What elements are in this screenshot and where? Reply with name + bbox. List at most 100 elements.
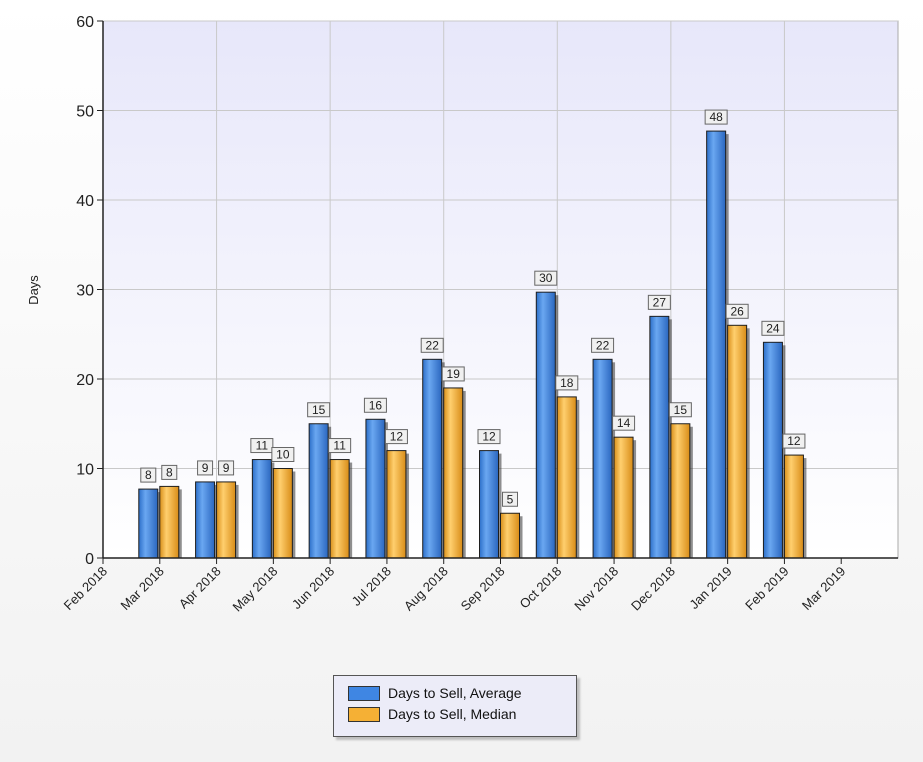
data-label-box <box>591 337 615 353</box>
data-label-box <box>668 402 692 418</box>
data-label: 5 <box>507 492 514 506</box>
data-label-box <box>218 460 235 476</box>
data-label-box <box>761 320 785 336</box>
data-label: 11 <box>333 439 346 453</box>
x-tick-label: Jun 2018 <box>289 564 337 612</box>
x-tick-label: Dec 2018 <box>628 564 678 614</box>
legend-item-average: Days to Sell, Average <box>348 685 522 701</box>
data-label-box <box>502 491 518 507</box>
legend: Days to Sell, Average Days to Sell, Medi… <box>333 675 577 737</box>
data-label-box <box>384 429 408 445</box>
bar-median <box>783 454 804 559</box>
bar-median <box>727 324 748 559</box>
data-label: 15 <box>312 403 326 417</box>
bar-median <box>386 450 407 559</box>
data-label: 9 <box>202 461 209 475</box>
data-label: 12 <box>787 434 801 448</box>
data-label: 14 <box>617 416 631 430</box>
bar-average <box>251 459 272 559</box>
legend-label-median: Days to Sell, Median <box>388 706 517 722</box>
bar-median <box>159 485 180 559</box>
y-tick-label: 20 <box>76 372 94 389</box>
bar-median <box>670 423 691 559</box>
data-label: 10 <box>276 448 290 462</box>
bar-average <box>138 488 159 559</box>
x-tick-label: Feb 2018 <box>61 564 110 613</box>
legend-swatch-average <box>348 685 380 701</box>
x-tick-label: Aug 2018 <box>401 564 451 614</box>
bar-average <box>649 315 670 559</box>
data-label: 8 <box>145 468 152 482</box>
data-label-box <box>704 109 728 125</box>
data-label: 18 <box>560 376 574 390</box>
data-label: 26 <box>730 304 744 318</box>
x-tick-label: May 2018 <box>230 564 281 615</box>
bar-average <box>308 423 329 559</box>
y-tick-label: 60 <box>76 14 94 31</box>
data-label-box <box>271 447 295 462</box>
data-label: 22 <box>426 338 440 352</box>
bars <box>138 130 807 559</box>
x-tick-label: Oct 2018 <box>516 564 564 612</box>
data-label: 8 <box>166 465 173 479</box>
bar-median <box>556 396 577 559</box>
y-tick-label: 50 <box>76 104 94 121</box>
data-label-box <box>477 429 501 445</box>
bar-median <box>216 481 237 559</box>
bar-average <box>535 291 556 559</box>
data-label-box <box>161 464 178 480</box>
data-label-box <box>612 415 636 431</box>
bar-median <box>443 387 464 559</box>
x-tick-label: Nov 2018 <box>571 564 621 614</box>
x-tick-label: Feb 2019 <box>742 564 791 613</box>
bar-average <box>365 418 386 559</box>
data-label: 12 <box>390 430 404 444</box>
data-label: 30 <box>539 271 553 285</box>
data-label-box <box>197 460 214 476</box>
x-tick-label: Mar 2019 <box>799 564 848 613</box>
data-label-box <box>250 438 274 454</box>
bar-average <box>592 358 613 559</box>
data-label: 24 <box>766 321 780 335</box>
bar-average <box>762 341 783 559</box>
data-label: 22 <box>596 338 610 352</box>
y-tick-label: 40 <box>76 193 94 210</box>
data-label-box <box>555 375 579 391</box>
bar-average <box>422 358 443 559</box>
data-label: 11 <box>256 439 269 453</box>
y-tick-label: 0 <box>85 551 94 568</box>
data-label: 9 <box>223 461 230 475</box>
data-label-box <box>307 402 331 418</box>
data-label-box <box>420 337 444 353</box>
bar-average <box>479 450 499 559</box>
bar-average <box>195 481 216 559</box>
x-tick-label: Mar 2018 <box>117 564 166 613</box>
data-label-box <box>140 467 157 483</box>
data-label: 16 <box>369 398 383 412</box>
data-label-box <box>725 303 749 319</box>
legend-item-median: Days to Sell, Median <box>348 706 516 722</box>
data-label-box <box>441 366 465 382</box>
axes <box>97 20 898 564</box>
data-label: 27 <box>653 295 667 309</box>
y-tick-label: 30 <box>76 283 94 300</box>
data-label-box <box>647 294 671 310</box>
data-label: 12 <box>482 430 496 444</box>
bar-median <box>500 512 520 559</box>
data-label: 15 <box>674 403 688 417</box>
x-tick-label: Sep 2018 <box>458 564 508 614</box>
y-tick-label: 10 <box>76 462 94 479</box>
bar-average <box>706 130 727 559</box>
data-label: 19 <box>447 367 461 381</box>
data-labels: 8 9 11 15 16 22 12 30 22 27 48 24 8 9 10 11 12 19 5 18 14 15 2… <box>140 109 806 507</box>
data-label-box <box>328 438 352 454</box>
data-label-box <box>363 397 387 413</box>
bar-median <box>272 468 293 559</box>
x-tick-label: Jul 2018 <box>349 564 394 609</box>
x-tick-label: Apr 2018 <box>176 564 224 612</box>
legend-label-average: Days to Sell, Average <box>388 685 522 701</box>
bar-median <box>329 459 350 559</box>
data-label: 48 <box>709 110 723 124</box>
y-axis-label: Days <box>26 275 41 305</box>
